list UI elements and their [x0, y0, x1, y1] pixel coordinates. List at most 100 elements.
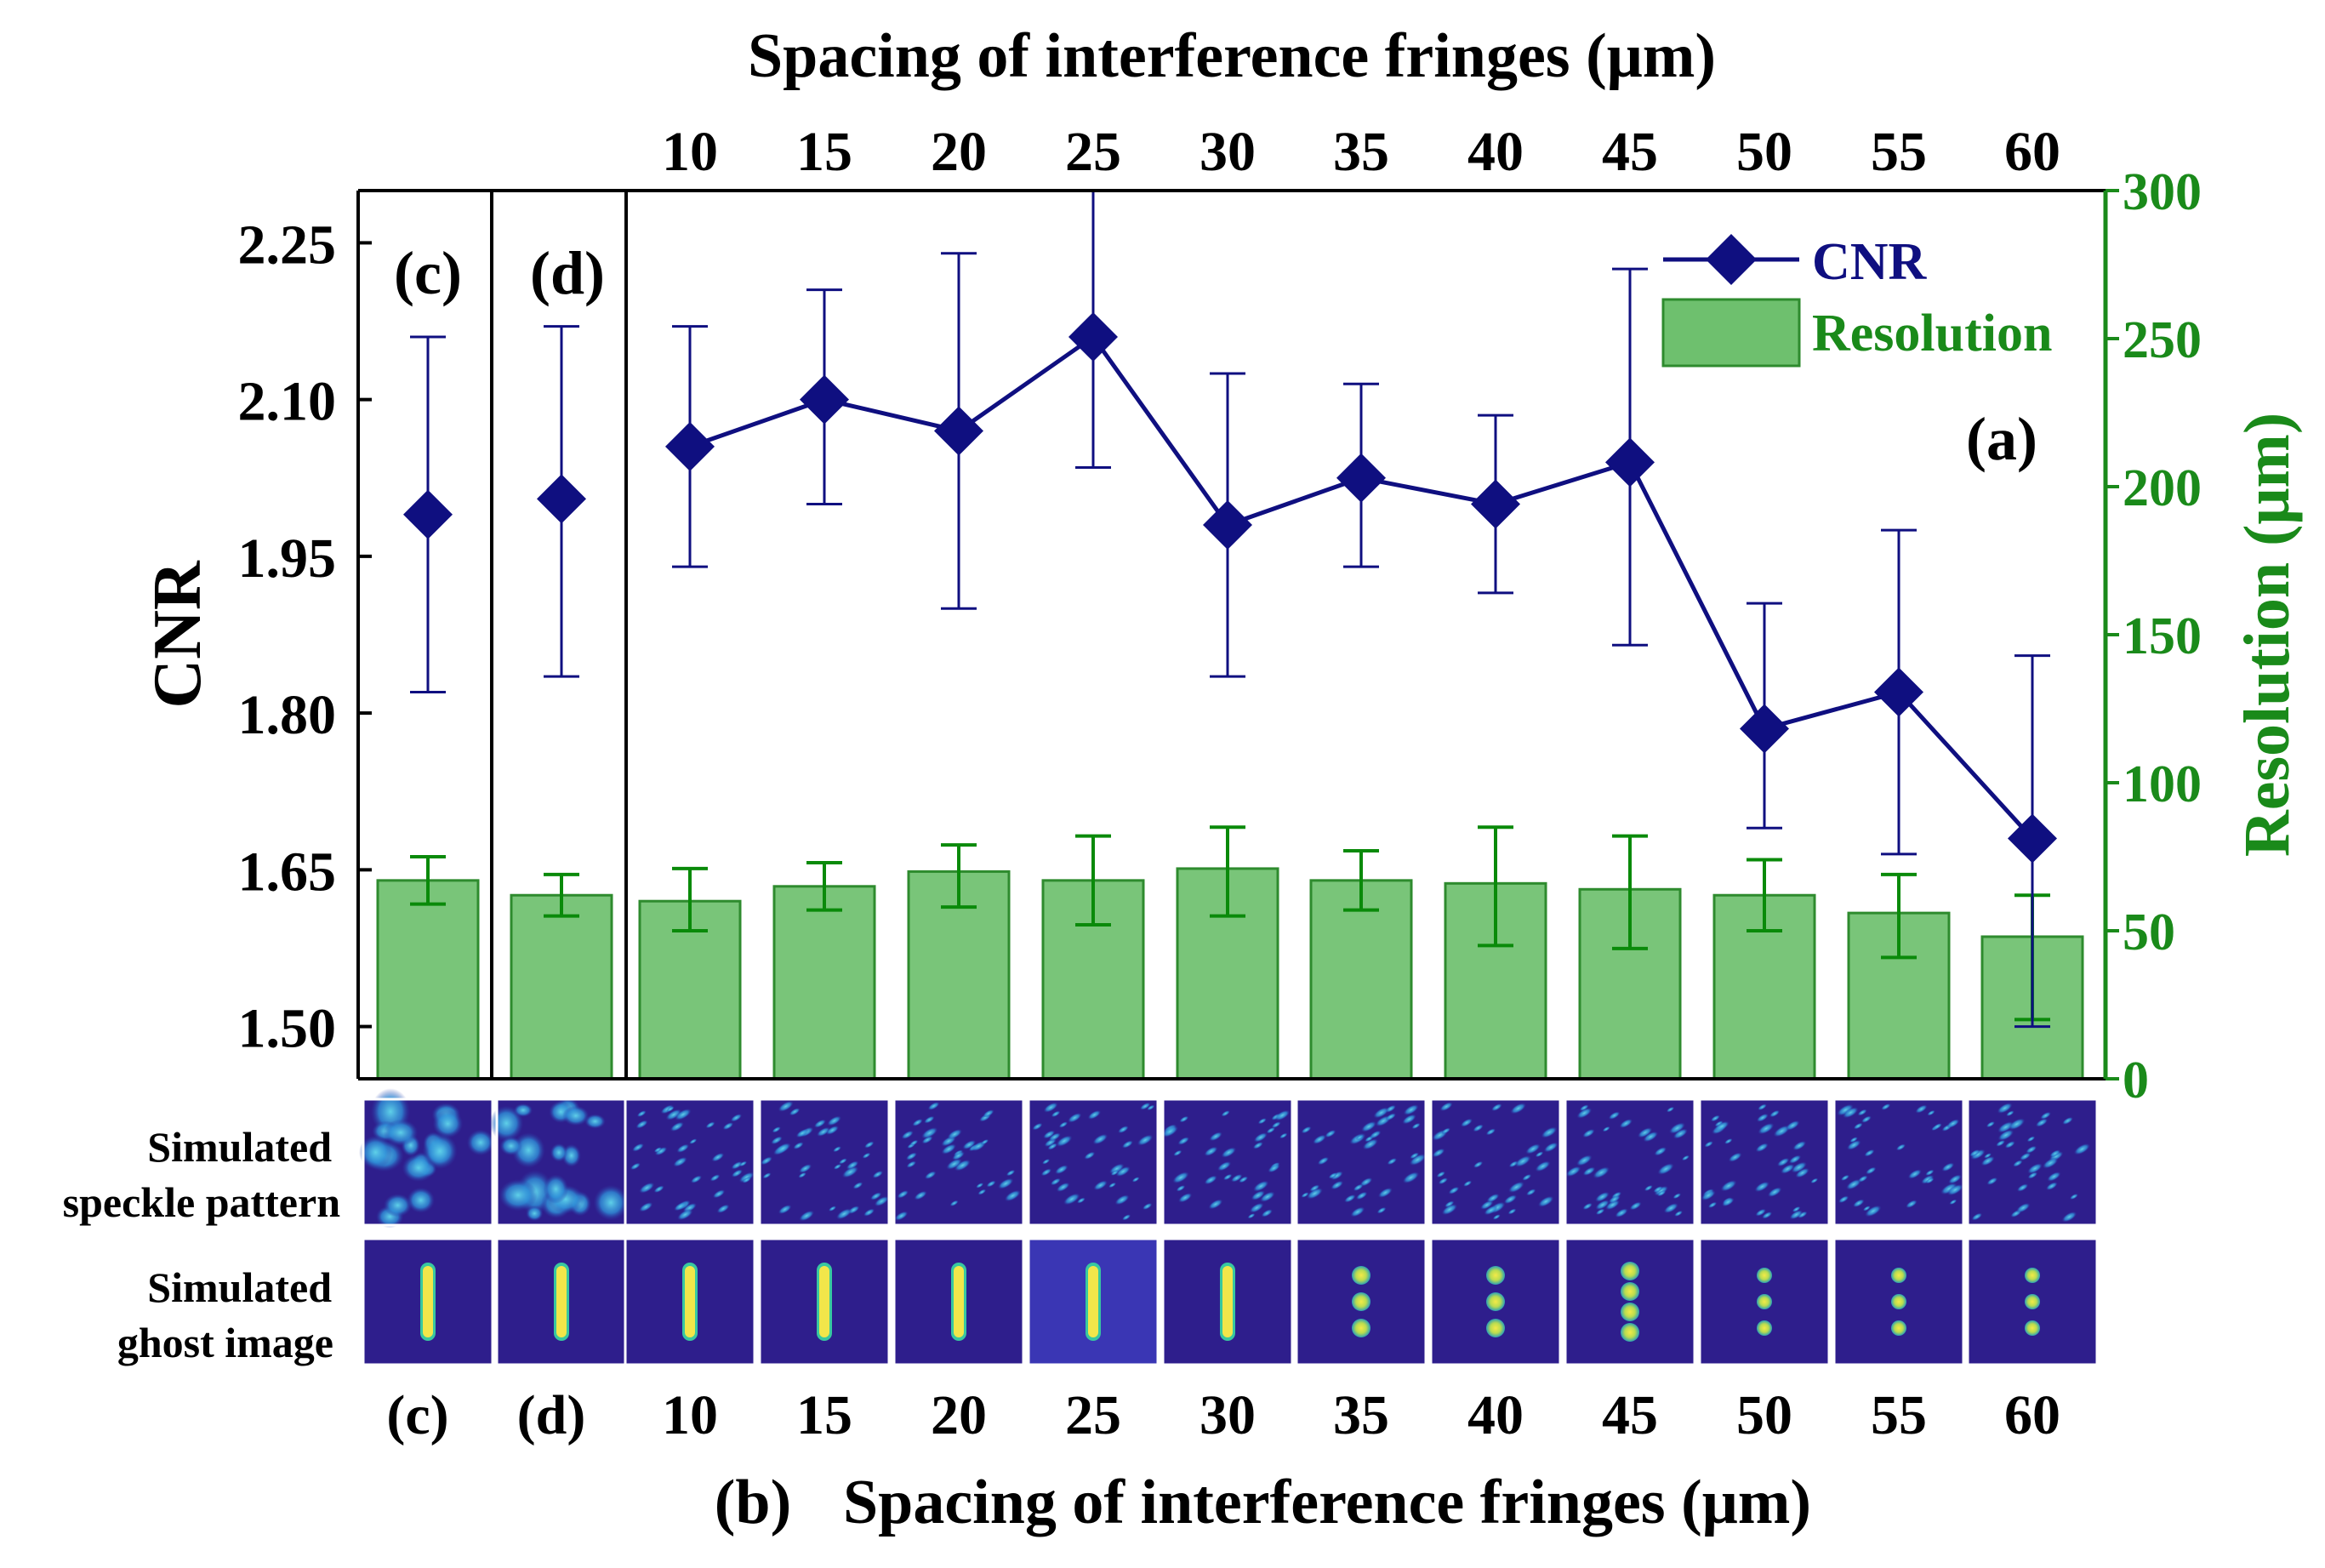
speckle-blob [1436, 1171, 1446, 1178]
speckle-blob [872, 1170, 884, 1178]
speckle-blob [897, 1189, 909, 1199]
speckle-blob [1179, 1115, 1189, 1123]
right-tick-label: 0 [2123, 1052, 2149, 1109]
top-tick-label: 30 [1200, 121, 1256, 183]
speckle-blob [1274, 1109, 1291, 1121]
speckle-blob [1331, 1171, 1343, 1181]
speckle-tile [1295, 1098, 1427, 1227]
top-tick-labels: 10 15 20 25 30 35 40 45 50 55 60 [662, 121, 2060, 183]
speckle-blob [383, 1119, 419, 1146]
speckle-blob [1857, 1109, 1867, 1116]
speckle-tile [358, 1088, 495, 1229]
speckle-blob [1653, 1186, 1663, 1194]
speckle-blob [1041, 1159, 1051, 1165]
speckle-blob [798, 1172, 806, 1178]
speckle-blob [1252, 1142, 1263, 1149]
speckle-blob [1253, 1180, 1269, 1192]
speckle-blob [1376, 1206, 1387, 1214]
speckle-blob [1121, 1140, 1133, 1149]
speckle-blob [1480, 1200, 1494, 1210]
ghost-tile-border [624, 1237, 756, 1366]
top-tick-label: 25 [1065, 121, 1121, 183]
speckle-blob [1056, 1135, 1073, 1147]
speckle-tile-bg [1029, 1099, 1158, 1225]
speckle-blob [1673, 1128, 1688, 1139]
speckle-blob [1866, 1166, 1877, 1175]
ghost-bar [685, 1266, 695, 1337]
bottom-category-label: 45 [1602, 1384, 1658, 1446]
bottom-category-label: 10 [662, 1384, 718, 1446]
speckle-blob [1362, 1138, 1378, 1150]
image-row-labels: Simulated speckle pattern Simulated ghos… [63, 1123, 341, 1366]
speckle-blob [630, 1162, 641, 1171]
speckle-blob [1361, 1120, 1377, 1132]
speckle-blob [1776, 1157, 1790, 1167]
left-tick-label: 1.65 [238, 841, 337, 903]
cnr-marker [1203, 500, 1252, 550]
speckle-blob [924, 1115, 935, 1124]
speckle-blob [901, 1130, 914, 1139]
speckle-blob [1230, 1173, 1243, 1183]
speckle-blob [789, 1108, 801, 1116]
speckle-blob [1864, 1149, 1875, 1157]
speckle-blob [2006, 1110, 2014, 1117]
resolution-bar [1309, 879, 1413, 1079]
speckle-blob [1047, 1143, 1058, 1150]
speckle-blob [1707, 1201, 1718, 1208]
speckle-blob [675, 1109, 692, 1120]
speckle-blob [1261, 1209, 1273, 1217]
right-tick-label: 200 [2123, 459, 2202, 517]
speckle-blob [1004, 1189, 1021, 1202]
speckle-tile [1027, 1098, 1160, 1227]
speckle-blob [1076, 1197, 1086, 1204]
speckle-blob [1208, 1199, 1223, 1210]
speckle-blob [1668, 1122, 1685, 1134]
speckle-blob [1769, 1109, 1781, 1118]
speckle-blob [1526, 1189, 1536, 1196]
speckle-blob [774, 1143, 791, 1155]
speckle-blob [1724, 1138, 1733, 1144]
speckle-blob [778, 1101, 794, 1112]
speckle-blob [1172, 1172, 1189, 1183]
speckle-blob [1032, 1122, 1043, 1131]
right-tick-labels: 0 50 100 150 200 250 300 [2123, 163, 2202, 1109]
ghost-tile-border [758, 1237, 891, 1366]
speckle-blob [674, 1201, 687, 1212]
speckle-blob [949, 1200, 959, 1206]
speckle-blob [1907, 1169, 1922, 1179]
ghost-tile-border [1027, 1237, 1160, 1366]
top-tick-label: 40 [1467, 121, 1524, 183]
legend: CNR Resolution [1661, 233, 2052, 368]
speckle-tile-bg [760, 1099, 889, 1225]
speckle-blob [1313, 1134, 1326, 1144]
top-tick-label: 10 [662, 121, 718, 183]
speckle-blob [1221, 1147, 1237, 1158]
speckle-blob [1602, 1126, 1610, 1132]
ghost-tile-bg [1565, 1239, 1695, 1365]
speckle-blob [1063, 1193, 1080, 1206]
speckle-blob [383, 1194, 413, 1217]
ghost-bar [1088, 1266, 1098, 1337]
speckle-blob [1438, 1177, 1449, 1185]
speckle-blob [1387, 1158, 1398, 1166]
speckle-blob [1147, 1104, 1155, 1111]
right-tick-label: 50 [2123, 904, 2175, 961]
right-tick-label: 300 [2123, 163, 2202, 221]
speckle-blob [795, 1128, 809, 1138]
ghost-tile-border [1564, 1237, 1696, 1366]
speckle-blob [1121, 1214, 1131, 1221]
speckle-blob [1432, 1148, 1445, 1158]
speckle-blob [1176, 1184, 1186, 1192]
speckle-blob [1906, 1200, 1918, 1208]
speckle-blob [2015, 1202, 2031, 1213]
speckle-blob [1140, 1102, 1151, 1110]
speckle-blob [670, 1121, 684, 1132]
left-tick-label: 1.80 [238, 684, 337, 746]
speckle-blob [1503, 1195, 1518, 1205]
speckle-blob [852, 1182, 863, 1189]
speckle-blob [654, 1146, 668, 1156]
speckle-blob [977, 1189, 987, 1195]
speckle-blob [407, 1187, 435, 1213]
speckle-blob [1983, 1153, 1992, 1159]
bottom-category-label: (d) [517, 1384, 586, 1446]
